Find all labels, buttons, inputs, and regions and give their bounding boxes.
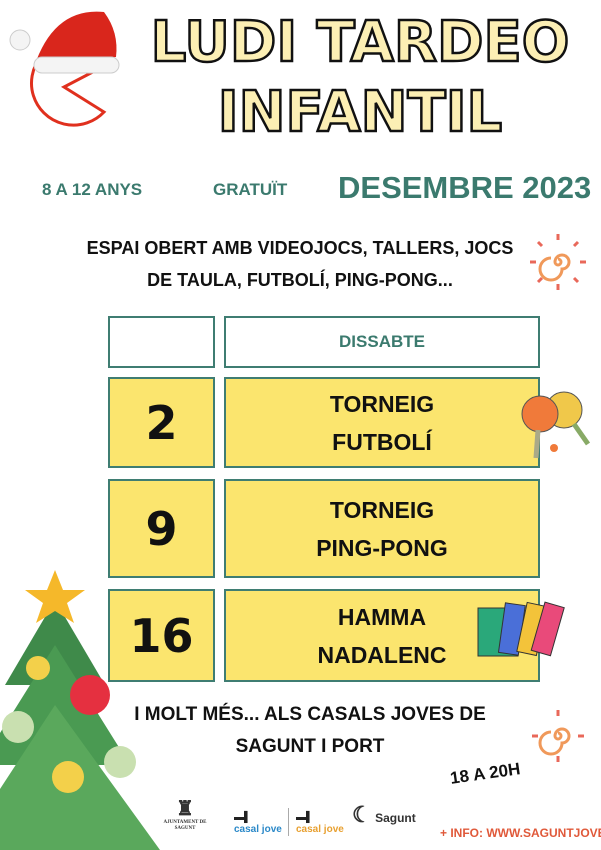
activity-line: HAMMA bbox=[337, 603, 427, 630]
christmas-tree-icon bbox=[0, 570, 160, 850]
info-link[interactable]: + INFO: WWW.SAGUNTJOVE.ES bbox=[440, 826, 601, 840]
casal-jove-sagunt-logo: ▬▌ casal jove bbox=[296, 812, 344, 835]
cards-icon bbox=[477, 601, 565, 657]
activity-line: FUTBOLÍ bbox=[332, 428, 432, 455]
activity-line: PING-PONG bbox=[316, 534, 448, 561]
logo-divider bbox=[288, 808, 289, 836]
footer-line2: SAGUNT I PORT bbox=[235, 736, 385, 757]
description-line1: ESPAI OBERT AMB VIDEOJOCS, TALLERS, JOCS bbox=[86, 238, 514, 258]
age-range: 8 A 12 ANYS bbox=[42, 180, 143, 199]
table-header-day: DISSABTE bbox=[224, 316, 540, 368]
sun-icon bbox=[530, 234, 586, 290]
month: DESEMBRE 2023 bbox=[338, 170, 592, 205]
table-activity-cell: TORNEIG PING-PONG bbox=[224, 479, 540, 578]
table-day-cell: 16 bbox=[108, 589, 215, 682]
table-activity-cell: TORNEIG FUTBOLÍ bbox=[224, 377, 540, 468]
footer-line1: I MOLT MÉS... ALS CASALS JOVES DE bbox=[134, 704, 486, 725]
title-line1: LUDI TARDEO bbox=[149, 9, 570, 77]
ping-pong-paddles-icon bbox=[521, 391, 591, 459]
table-day-cell: 9 bbox=[108, 479, 215, 578]
title-line2: INFANTIL bbox=[217, 79, 504, 147]
activity-line: TORNEIG bbox=[329, 496, 435, 523]
hours: 18 A 20H bbox=[448, 759, 522, 788]
table-day-cell: 2 bbox=[108, 377, 215, 468]
sagunt-ciutat-logo: ☾ Sagunt bbox=[352, 802, 416, 827]
sun-icon bbox=[532, 710, 584, 762]
description-line2: DE TAULA, FUTBOLÍ, PING-PONG... bbox=[147, 270, 453, 290]
table-corner-cell bbox=[108, 316, 215, 368]
casal-jove-port-logo: ▬▌ casal jove bbox=[234, 812, 282, 835]
price: GRATUÏT bbox=[213, 180, 288, 199]
activity-line: NADALENC bbox=[317, 641, 447, 668]
activity-line: TORNEIG bbox=[329, 390, 435, 417]
ajuntament-logo: ♜ AJUNTAMENT DE SAGUNT bbox=[163, 798, 207, 831]
pacman-santa-icon bbox=[9, 11, 120, 127]
